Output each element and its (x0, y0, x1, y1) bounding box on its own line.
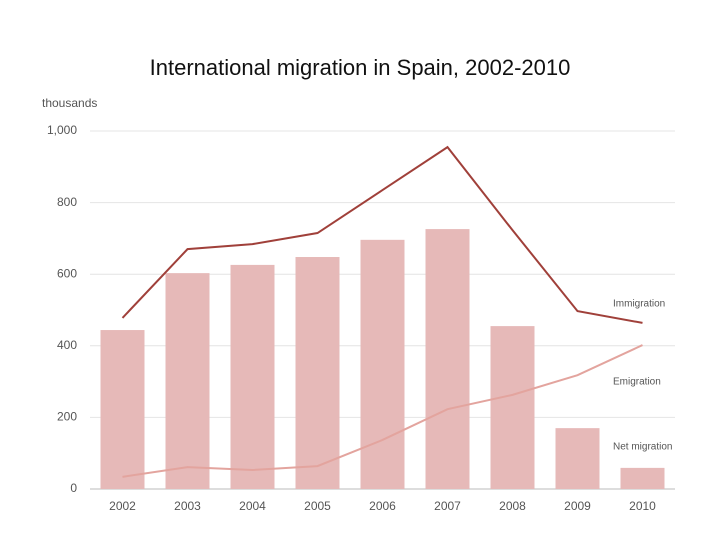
x-tick-label: 2002 (109, 499, 136, 513)
bar (620, 467, 665, 489)
x-tick-label: 2008 (499, 499, 526, 513)
x-tick-label: 2003 (174, 499, 201, 513)
series-label: Immigration (613, 299, 665, 310)
series-label: Emigration (613, 377, 661, 388)
line (121, 145, 643, 324)
line (122, 344, 643, 478)
x-tick-label: 2006 (369, 499, 396, 513)
bar (425, 229, 470, 490)
bar (100, 330, 145, 489)
x-tick-label: 2009 (564, 499, 591, 513)
x-tick-label: 2005 (304, 499, 331, 513)
bar (295, 257, 340, 489)
bar (555, 428, 600, 489)
x-tick-label: 2010 (629, 499, 656, 513)
bar (165, 273, 210, 489)
y-tick-label: 800 (57, 195, 77, 209)
bar (490, 326, 535, 489)
y-axis-label: thousands (42, 96, 97, 110)
chart-title: International migration in Spain, 2002-2… (150, 55, 571, 80)
series-label: Net migration (613, 442, 672, 453)
x-tick-label: 2004 (239, 499, 266, 513)
y-tick-label: 1,000 (47, 123, 77, 137)
bar (360, 239, 405, 489)
x-tick-label: 2007 (434, 499, 461, 513)
bar (230, 264, 275, 489)
y-tick-label: 400 (57, 338, 77, 352)
y-tick-label: 200 (57, 410, 77, 424)
y-tick-label: 600 (57, 266, 77, 280)
y-tick-label: 0 (70, 481, 77, 495)
